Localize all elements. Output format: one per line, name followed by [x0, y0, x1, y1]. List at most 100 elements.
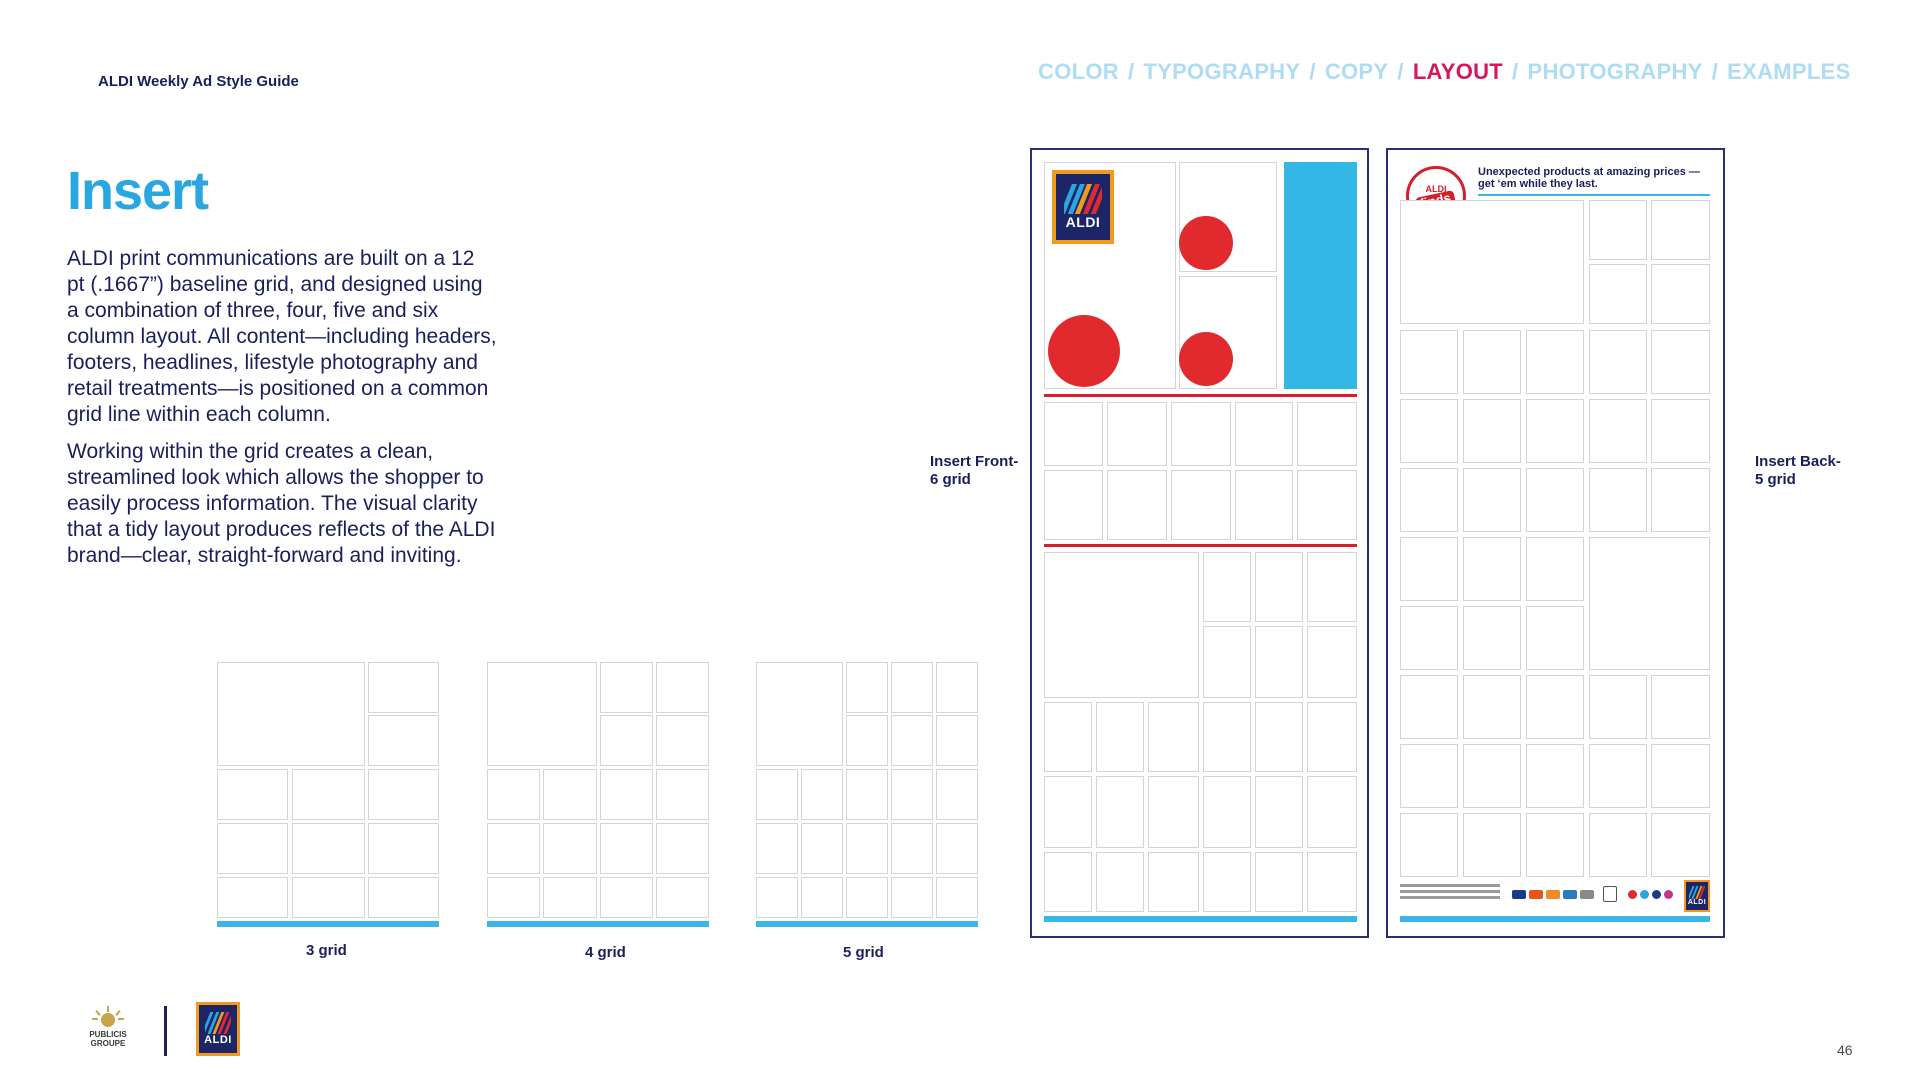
grid-cell [543, 877, 597, 918]
grid-4-thumbnail [487, 662, 709, 928]
insert-front-label: Insert Front- 6 grid [930, 453, 1018, 489]
grid-cell [1651, 399, 1710, 463]
grid-cell [756, 877, 798, 918]
grid-cell [846, 662, 888, 713]
fine-print [1400, 884, 1500, 887]
page-number: 46 [1837, 1042, 1853, 1058]
section-divider [1044, 544, 1357, 547]
grid-cell [1526, 675, 1584, 739]
nav-item-typography[interactable]: TYPOGRAPHY [1143, 59, 1301, 84]
grid-cell [217, 823, 288, 874]
grid-cell [891, 769, 933, 820]
grid-3-thumbnail [217, 662, 439, 928]
grid-cell [543, 823, 597, 874]
grid-cell [756, 662, 843, 766]
fine-print [1400, 890, 1500, 893]
grid-cell [1526, 813, 1584, 877]
grid-cell [217, 662, 365, 766]
grid-cell [1255, 776, 1303, 848]
grid-cell [891, 662, 933, 713]
grid-cell [1526, 399, 1584, 463]
publicis-text: GROUPE [90, 1039, 126, 1048]
nav-separator: / [1512, 59, 1519, 84]
nav-item-layout[interactable]: LAYOUT [1412, 59, 1504, 84]
finds-headline-line: Unexpected products at amazing prices — [1478, 166, 1700, 178]
grid-cell [1400, 675, 1458, 739]
grid-cell [1463, 606, 1521, 670]
grid-cell [368, 877, 439, 918]
headline-underline [1478, 194, 1710, 196]
grid-cell [1255, 702, 1303, 772]
section-nav: COLOR / TYPOGRAPHY / COPY / LAYOUT / PHO… [1038, 59, 1851, 85]
nav-item-examples[interactable]: EXAMPLES [1727, 59, 1851, 84]
aldi-logo: ALDI [1052, 170, 1114, 244]
nav-item-copy[interactable]: COPY [1324, 59, 1389, 84]
nav-item-color[interactable]: COLOR [1038, 59, 1119, 84]
grid-3-label: 3 grid [306, 942, 347, 959]
grid-cell [1297, 402, 1357, 466]
grid-cell [1400, 468, 1458, 532]
grid-cell [1463, 399, 1521, 463]
instagram-icon [1664, 890, 1673, 899]
grid-cell [1096, 776, 1144, 848]
grid-cell [1307, 702, 1357, 772]
grid-cell [1307, 776, 1357, 848]
grid-5-thumbnail [756, 662, 978, 928]
grid-cell [1463, 675, 1521, 739]
insert-back-label-line: 5 grid [1755, 471, 1796, 488]
grid-cell [1044, 852, 1092, 912]
grid-cell [368, 823, 439, 874]
grid-cell [936, 769, 978, 820]
grid-cell [891, 877, 933, 918]
product-placeholder-dot [1179, 216, 1233, 270]
grid-cell [368, 715, 439, 766]
grid-cell [936, 662, 978, 713]
grid-cell [1400, 606, 1458, 670]
ebt-icon [1580, 890, 1594, 899]
grid-cell [1400, 744, 1458, 808]
grid-footer-bar [487, 921, 709, 927]
grid-cell [1463, 744, 1521, 808]
grid-cell [1400, 537, 1458, 601]
grid-cell [1044, 402, 1103, 466]
grid-cell [1307, 852, 1357, 912]
grid-cell [292, 823, 365, 874]
body-copy: ALDI print communications are built on a… [67, 246, 497, 580]
grid-cell [368, 769, 439, 820]
mastercard-icon [1529, 890, 1543, 899]
grid-cell [1235, 402, 1293, 466]
facebook-icon [1652, 890, 1661, 899]
section-divider [1044, 394, 1357, 397]
grid-cell [1463, 537, 1521, 601]
grid-cell [1651, 675, 1710, 739]
grid-cell [756, 769, 798, 820]
insert-front-label-line: Insert Front- [930, 453, 1019, 470]
grid-cell [1589, 744, 1647, 808]
grid-cell [1148, 702, 1199, 772]
product-placeholder-dot [1048, 315, 1120, 387]
nav-item-photography[interactable]: PHOTOGRAPHY [1527, 59, 1703, 84]
grid-cell [1463, 468, 1521, 532]
publicis-groupe-logo: PUBLICIS GROUPE [77, 1004, 139, 1056]
grid-cell [1255, 626, 1303, 698]
grid-cell [891, 715, 933, 766]
aldi-wordmark: ALDI [204, 1033, 232, 1046]
discover-icon [1546, 890, 1560, 899]
grid-cell [1463, 330, 1521, 394]
grid-cell [1651, 744, 1710, 808]
aldi-logo-footer: ALDI [196, 1002, 240, 1056]
finds-headline-line: get ‘em while they last. [1478, 178, 1598, 190]
grid-cell [656, 769, 709, 820]
grid-cell [1651, 813, 1710, 877]
grid-cell [1203, 552, 1251, 622]
aldi-wordmark: ALDI [1065, 213, 1101, 230]
grid-cell [1526, 468, 1584, 532]
grid-cell [846, 877, 888, 918]
grid-cell [1203, 776, 1251, 848]
guide-title: ALDI Weekly Ad Style Guide [98, 73, 299, 90]
grid-cell [1651, 468, 1710, 532]
insert-footer-bar [1044, 916, 1357, 922]
grid-cell [1526, 330, 1584, 394]
grid-cell [846, 715, 888, 766]
grid-cell [1526, 744, 1584, 808]
